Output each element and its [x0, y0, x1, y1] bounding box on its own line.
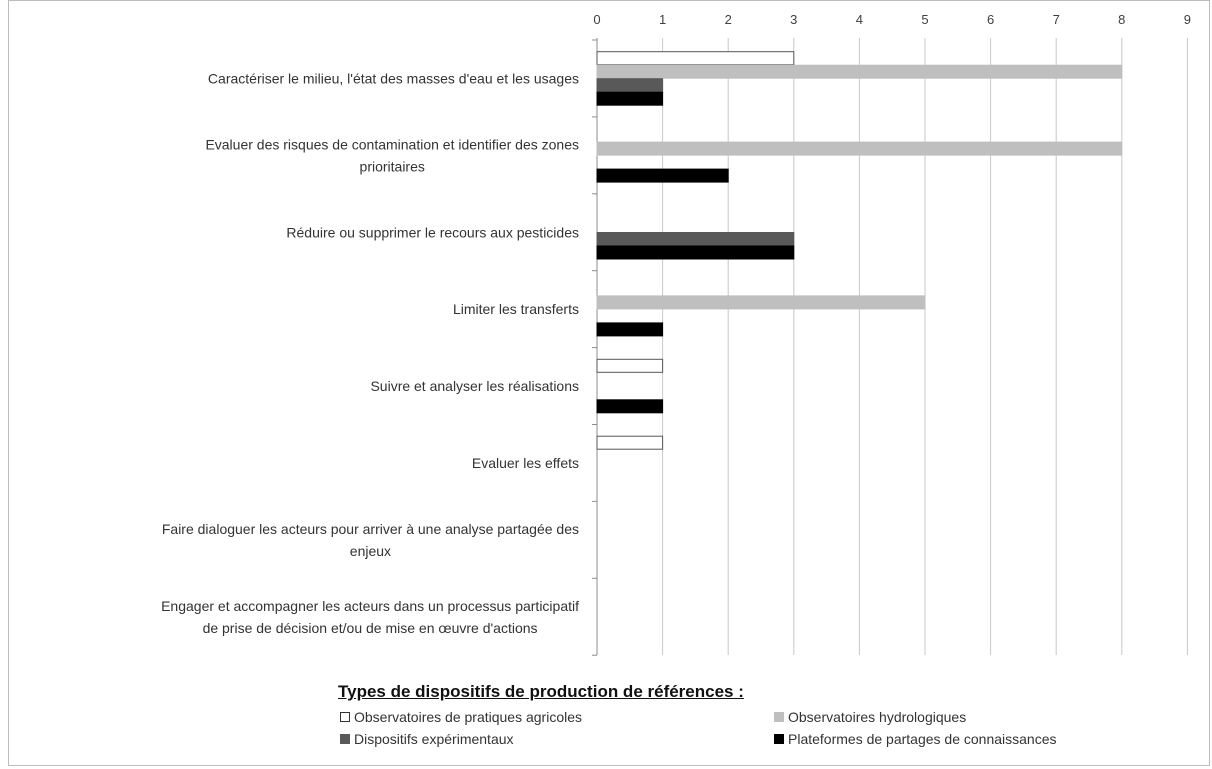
legend-item-observatoires-pratiques: Observatoires de pratiques agricoles [340, 709, 582, 725]
category-label: Evaluer les effets [472, 455, 579, 471]
legend-swatch [774, 734, 784, 744]
category-label-line: Evaluer des risques de contamination et … [205, 136, 579, 152]
x-tick-label: 8 [1118, 12, 1125, 27]
category-label: Réduire ou supprimer le recours aux pest… [286, 224, 579, 240]
x-tick-label: 3 [790, 12, 797, 27]
x-tick-label: 2 [725, 12, 732, 27]
x-tick-label: 5 [921, 12, 928, 27]
legend-swatch [774, 712, 784, 722]
category-label-line: Suivre et analyser les réalisations [370, 378, 579, 394]
legend-item-observatoires-hydrologiques: Observatoires hydrologiques [774, 709, 966, 725]
category-label-line: Caractériser le milieu, l'état des masse… [208, 70, 579, 86]
bar [596, 435, 664, 450]
x-tick-label: 4 [856, 12, 863, 27]
bar [596, 168, 729, 183]
category-label-line: Limiter les transferts [453, 301, 579, 317]
category-label-line: de prise de décision et/ou de mise en œu… [203, 620, 538, 636]
bar [596, 322, 664, 337]
legend: Types de dispositifs de production de ré… [0, 680, 1212, 766]
category-labels: Caractériser le milieu, l'état des masse… [161, 70, 579, 635]
legend-title: Types de dispositifs de production de ré… [338, 682, 744, 701]
x-tick-label: 1 [659, 12, 666, 27]
bar [596, 399, 664, 414]
legend-swatch [340, 712, 350, 722]
bars [596, 51, 1123, 450]
bar [596, 232, 795, 246]
category-label: Faire dialoguer les acteurs pour arriver… [162, 521, 579, 559]
category-label-line: Engager et accompagner les acteurs dans … [161, 598, 579, 614]
gridlines [592, 38, 1188, 656]
bar [596, 358, 664, 373]
bar-chart: 0 1 2 3 4 5 6 7 8 9 Caractériser le milieu, l'éta… [161, 12, 1191, 656]
x-tick-label: 7 [1053, 12, 1060, 27]
category-label-line: Evaluer les effets [472, 455, 579, 471]
category-label-line: enjeux [350, 543, 391, 559]
bar [596, 78, 664, 93]
legend-label: Observatoires hydrologiques [788, 709, 967, 725]
x-tick-label: 0 [593, 12, 600, 27]
chart-frame [8, 0, 1210, 766]
category-label-line: prioritaires [360, 158, 425, 174]
category-label: Evaluer des risques de contamination et … [205, 136, 579, 174]
category-label-line: Faire dialoguer les acteurs pour arriver… [162, 521, 579, 537]
x-axis-ticks: 0 1 2 3 4 5 6 7 8 9 [593, 12, 1191, 27]
bar [596, 64, 1123, 79]
category-label: Limiter les transferts [453, 301, 579, 317]
bar [596, 245, 795, 260]
legend-swatch [340, 734, 350, 744]
legend-label: Dispositifs expérimentaux [354, 731, 514, 747]
x-tick-label: 6 [987, 12, 994, 27]
category-label: Engager et accompagner les acteurs dans … [161, 598, 579, 636]
bar [596, 51, 795, 66]
category-label: Suivre et analyser les réalisations [370, 378, 579, 394]
legend-label: Plateformes de partages de connaissances [788, 731, 1057, 747]
category-label-line: Réduire ou supprimer le recours aux pest… [286, 224, 579, 240]
legend-label: Observatoires de pratiques agricoles [354, 709, 583, 725]
bar [596, 91, 664, 106]
category-label: Caractériser le milieu, l'état des masse… [208, 70, 579, 86]
x-tick-label: 9 [1184, 12, 1191, 27]
bar [596, 141, 1123, 156]
bar [596, 295, 926, 310]
legend-item-plateformes: Plateformes de partages de connaissances [774, 731, 1057, 747]
legend-item-dispositifs-experimentaux: Dispositifs expérimentaux [340, 731, 514, 747]
